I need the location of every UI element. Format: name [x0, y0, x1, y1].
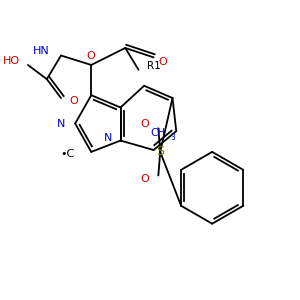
Text: CH: CH: [151, 128, 166, 138]
Text: O: O: [70, 96, 79, 106]
Text: N: N: [104, 133, 112, 143]
Text: O: O: [141, 119, 149, 130]
Text: 3: 3: [171, 133, 176, 142]
Text: HN: HN: [33, 46, 50, 56]
Text: HO: HO: [3, 56, 20, 66]
Text: •C: •C: [60, 149, 74, 159]
Text: S: S: [156, 146, 164, 158]
Text: O: O: [87, 50, 96, 61]
Text: R1: R1: [147, 61, 160, 71]
Text: N: N: [56, 118, 65, 128]
Text: O: O: [159, 57, 167, 67]
Text: O: O: [141, 174, 149, 184]
